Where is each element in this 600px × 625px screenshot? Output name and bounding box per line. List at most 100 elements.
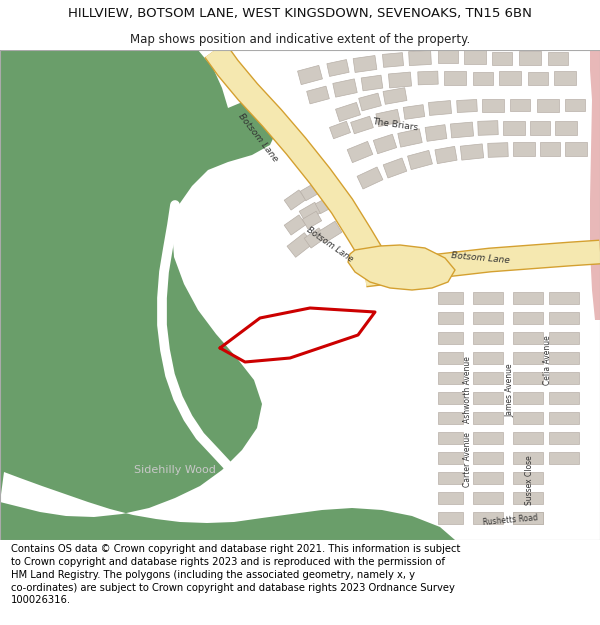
- Bar: [437, 412, 463, 424]
- Bar: [438, 49, 458, 62]
- Bar: [473, 472, 503, 484]
- Bar: [473, 312, 503, 324]
- Bar: [473, 432, 503, 444]
- Bar: [437, 392, 463, 404]
- Bar: [549, 332, 579, 344]
- Bar: [329, 121, 350, 139]
- Text: Botsom Lane: Botsom Lane: [451, 251, 509, 265]
- Text: James Avenue: James Avenue: [505, 363, 515, 417]
- Text: Ashworth Avenue: Ashworth Avenue: [464, 356, 473, 424]
- Bar: [513, 312, 543, 324]
- Bar: [488, 142, 508, 158]
- Text: Rushetts Road: Rushetts Road: [482, 513, 538, 527]
- Text: HILLVIEW, BOTSOM LANE, WEST KINGSDOWN, SEVENOAKS, TN15 6BN: HILLVIEW, BOTSOM LANE, WEST KINGSDOWN, S…: [68, 8, 532, 21]
- Bar: [359, 93, 382, 111]
- Bar: [473, 332, 503, 344]
- Bar: [437, 472, 463, 484]
- Bar: [383, 88, 407, 104]
- Bar: [513, 512, 543, 524]
- Bar: [492, 51, 512, 64]
- Bar: [298, 66, 322, 84]
- Bar: [549, 312, 579, 324]
- Bar: [549, 292, 579, 304]
- Bar: [418, 71, 438, 85]
- Text: Sidehilly Wood: Sidehilly Wood: [134, 465, 216, 475]
- Bar: [513, 432, 543, 444]
- Bar: [460, 144, 484, 160]
- Bar: [549, 372, 579, 384]
- Text: Carter Avenue: Carter Avenue: [464, 432, 473, 488]
- Bar: [549, 452, 579, 464]
- Bar: [301, 183, 320, 201]
- Bar: [287, 232, 313, 258]
- Bar: [513, 492, 543, 504]
- Bar: [437, 352, 463, 364]
- Bar: [549, 412, 579, 424]
- Bar: [473, 392, 503, 404]
- Bar: [473, 412, 503, 424]
- Bar: [478, 121, 498, 136]
- Bar: [473, 292, 503, 304]
- Bar: [403, 104, 425, 119]
- Bar: [314, 176, 336, 196]
- Bar: [565, 99, 585, 111]
- Bar: [554, 71, 576, 85]
- Bar: [307, 86, 329, 104]
- Bar: [350, 116, 373, 134]
- Bar: [376, 109, 400, 127]
- Bar: [503, 121, 525, 135]
- Bar: [473, 352, 503, 364]
- Bar: [451, 122, 473, 138]
- Bar: [499, 71, 521, 85]
- Bar: [425, 124, 447, 141]
- Bar: [530, 121, 550, 135]
- Bar: [437, 332, 463, 344]
- Bar: [335, 102, 361, 122]
- Bar: [409, 51, 431, 66]
- Bar: [347, 141, 373, 162]
- Text: Botsom Lane: Botsom Lane: [305, 226, 355, 264]
- Bar: [555, 121, 577, 135]
- Bar: [513, 412, 543, 424]
- Text: Sussex Close: Sussex Close: [526, 455, 535, 505]
- Polygon shape: [590, 50, 600, 320]
- Bar: [331, 189, 350, 207]
- Bar: [513, 292, 543, 304]
- Bar: [457, 99, 478, 112]
- Bar: [565, 142, 587, 156]
- Bar: [304, 228, 326, 248]
- Bar: [361, 75, 383, 91]
- Bar: [549, 352, 579, 364]
- Bar: [537, 99, 559, 111]
- Bar: [513, 332, 543, 344]
- Bar: [528, 71, 548, 84]
- Bar: [510, 99, 530, 111]
- Bar: [437, 312, 463, 324]
- Text: The Briars: The Briars: [371, 118, 418, 132]
- Bar: [473, 492, 503, 504]
- Text: Map shows position and indicative extent of the property.: Map shows position and indicative extent…: [130, 32, 470, 46]
- Polygon shape: [0, 50, 455, 540]
- Bar: [444, 71, 466, 85]
- Bar: [437, 372, 463, 384]
- Bar: [513, 512, 543, 524]
- Bar: [299, 202, 321, 222]
- Bar: [513, 352, 543, 364]
- Bar: [373, 134, 397, 154]
- Bar: [513, 372, 543, 384]
- Bar: [316, 196, 335, 214]
- Bar: [473, 71, 493, 84]
- Text: Botsom Lane: Botsom Lane: [236, 112, 280, 164]
- Bar: [383, 158, 407, 178]
- Bar: [464, 50, 486, 64]
- Bar: [548, 51, 568, 64]
- Bar: [473, 372, 503, 384]
- Bar: [382, 52, 404, 68]
- Bar: [357, 167, 383, 189]
- Bar: [549, 392, 579, 404]
- Bar: [519, 51, 541, 65]
- Bar: [398, 129, 422, 147]
- Bar: [284, 190, 306, 210]
- Bar: [388, 72, 412, 88]
- Bar: [540, 142, 560, 156]
